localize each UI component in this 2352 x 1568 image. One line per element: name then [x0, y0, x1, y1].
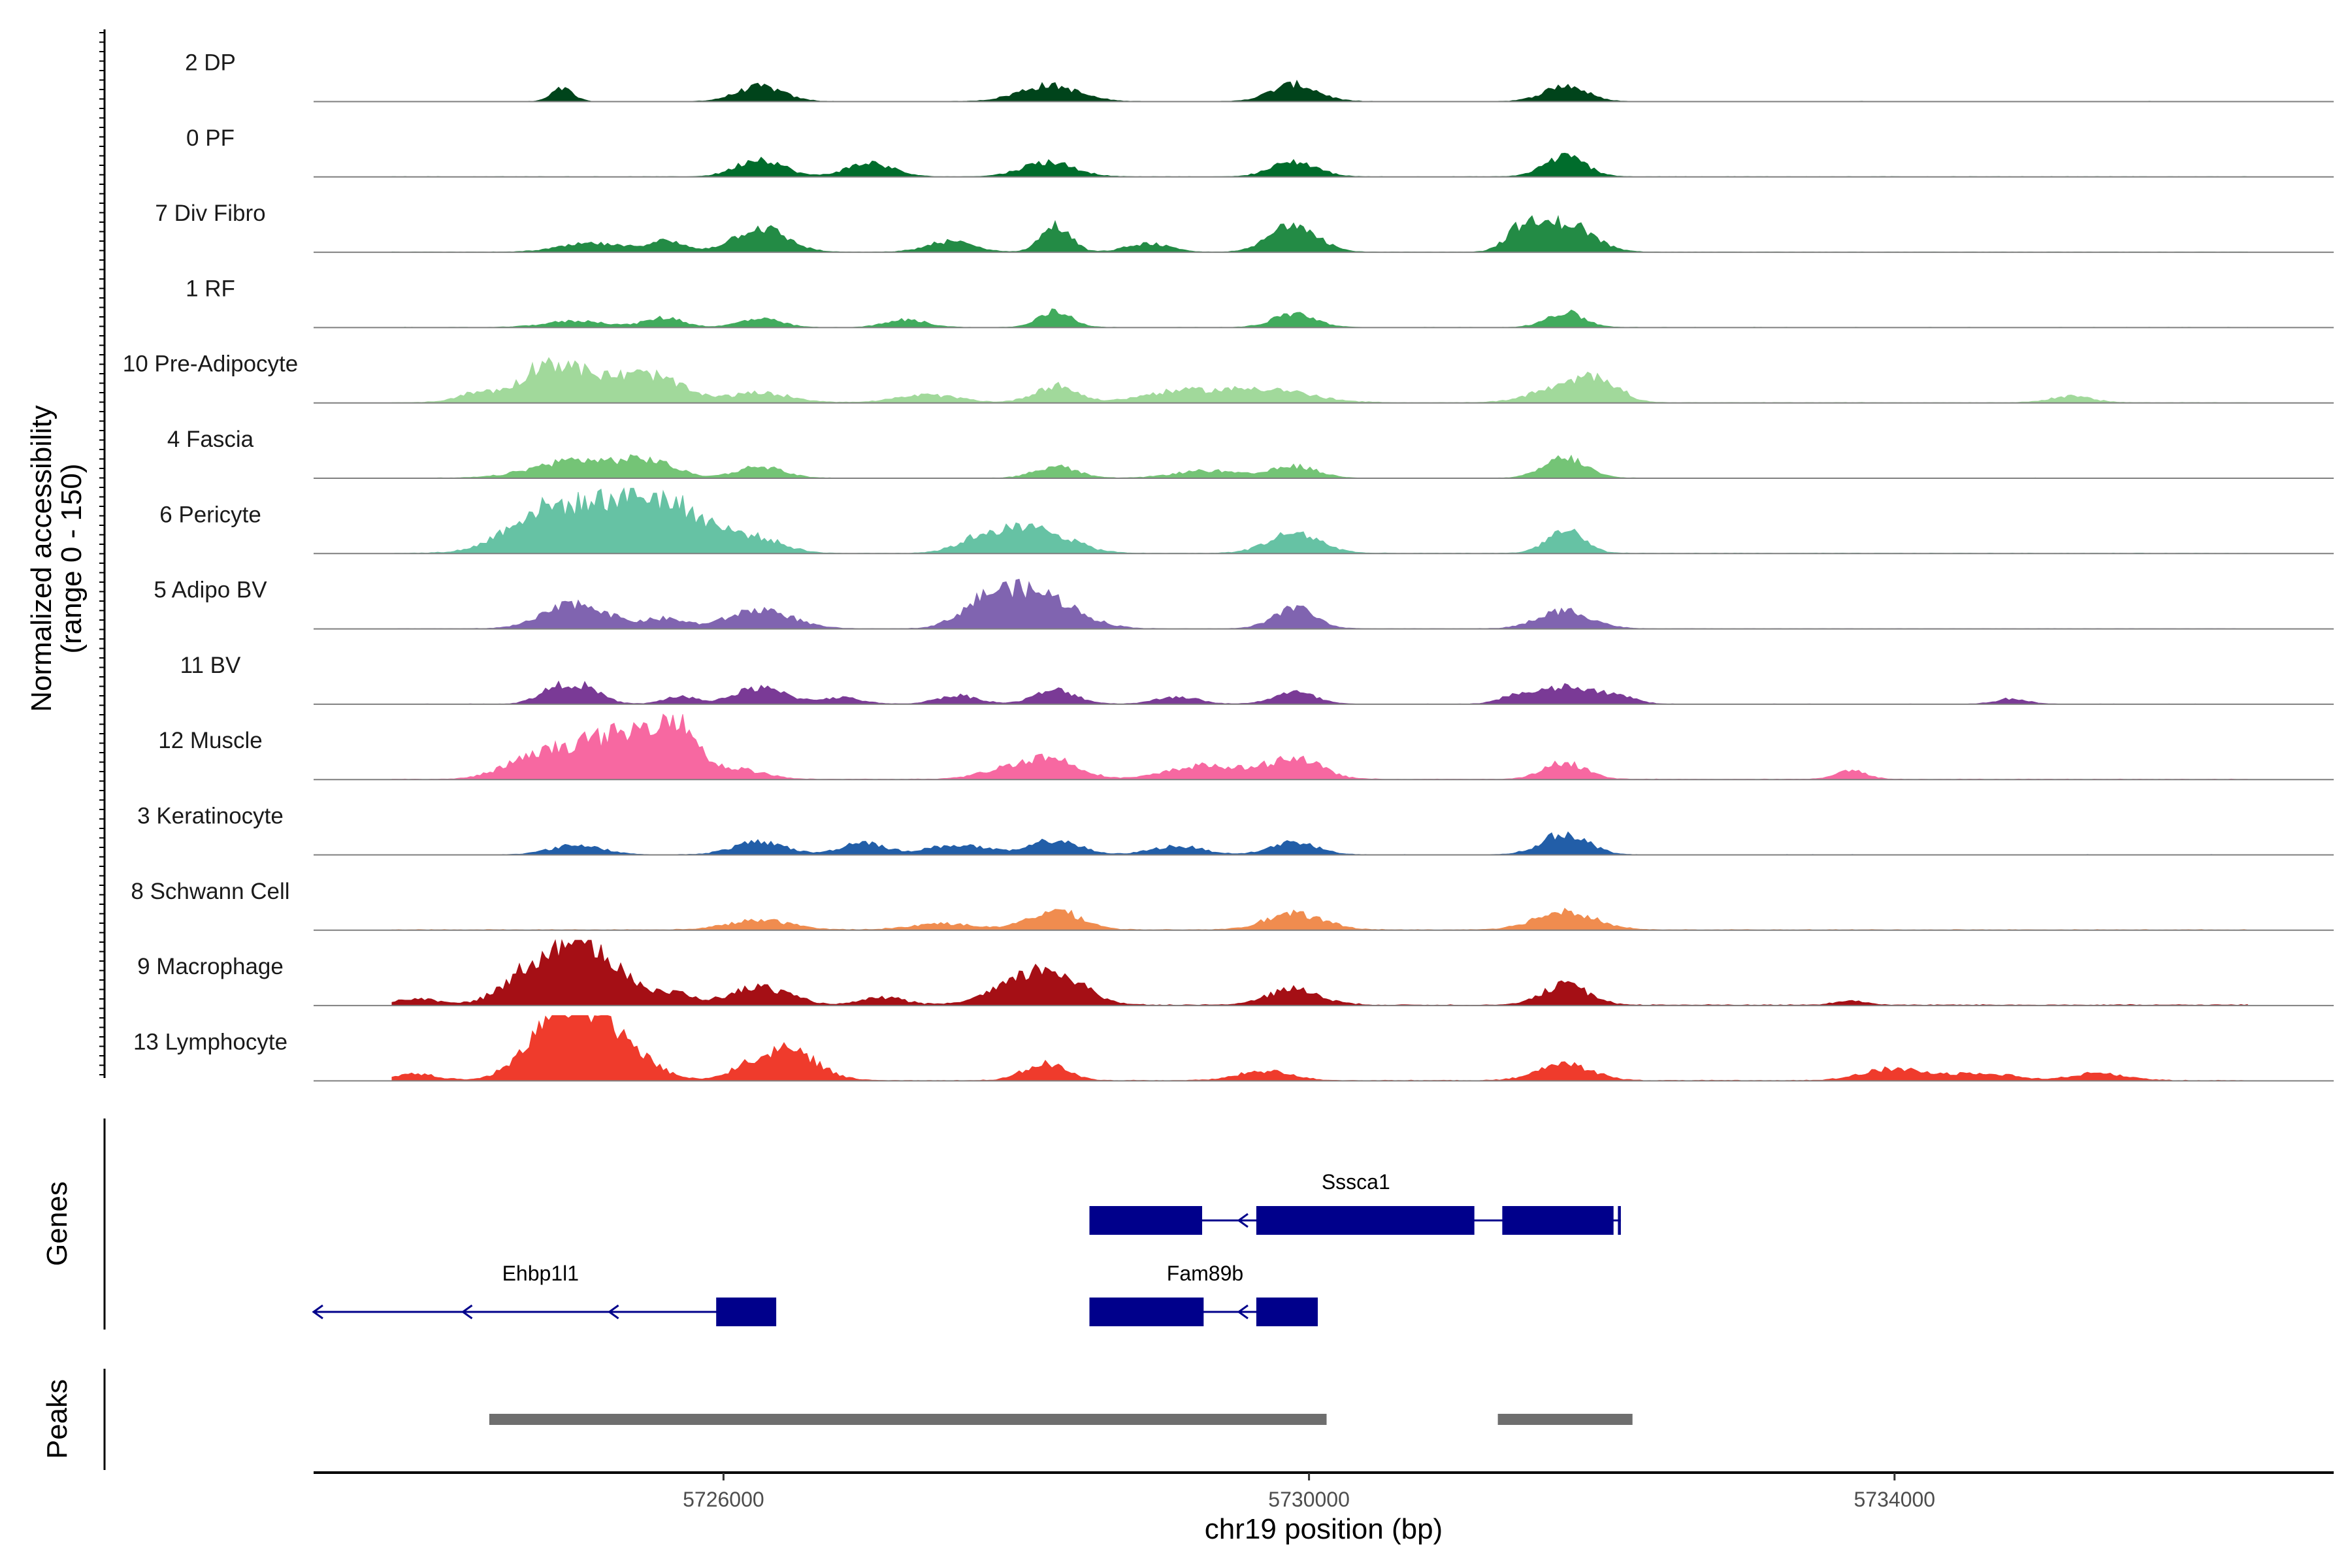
peak-region: [489, 1414, 1327, 1425]
strand-arrow: [312, 1304, 323, 1320]
strand-arrow: [1237, 1213, 1249, 1228]
track-label: 1 RF: [186, 276, 235, 301]
track-label: 13 Lymphocyte: [133, 1029, 287, 1054]
track-2: 0 PF: [186, 125, 2334, 178]
track-6: 4 Fascia: [167, 427, 2334, 479]
track-label: 3 Keratinocyte: [137, 804, 284, 829]
x-tick-label: 5730000: [1268, 1488, 1350, 1511]
track-label: 2 DP: [185, 50, 236, 76]
track-10: 12 Muscle: [158, 713, 2334, 781]
track-5: 10 Pre-Adipocyte: [123, 351, 2334, 404]
peak-region: [1497, 1414, 1633, 1425]
gene-exon: [1618, 1206, 1621, 1235]
gene-label: Sssca1: [1322, 1170, 1390, 1194]
track-8: 5 Adipo BV: [154, 578, 2334, 630]
gene-exon: [1089, 1206, 1202, 1235]
gene-exon: [1089, 1298, 1204, 1326]
gene-exon: [1256, 1206, 1475, 1235]
coverage-tracks: 2 DP 0 PF 7 Div Fibro 1 RF 10 Pre-Adipocyte 4…: [123, 50, 2334, 1082]
track-3: 7 Div Fibro: [155, 201, 2334, 253]
y-axis-title: Normalized accessibility (range 0 - 150): [25, 405, 88, 711]
track-7: 6 Pericyte: [159, 487, 2334, 555]
track-label: 10 Pre-Adipocyte: [123, 351, 298, 377]
y-axis-minor-ticks: [99, 32, 105, 1075]
gene-exon: [716, 1298, 777, 1326]
track-14: 13 Lymphocyte: [133, 1015, 2334, 1082]
x-tick-label: 5726000: [683, 1488, 764, 1511]
genes-panel-label: Genes: [41, 1181, 73, 1266]
track-label: 5 Adipo BV: [154, 578, 267, 603]
track-label: 4 Fascia: [167, 427, 254, 452]
peaks-panel-label: Peaks: [41, 1379, 73, 1459]
x-tick-label: 5734000: [1854, 1488, 1936, 1511]
gene-fam89b: Fam89b: [1089, 1262, 1318, 1326]
track-1: 2 DP: [185, 50, 2334, 103]
gene-exon: [1502, 1206, 1614, 1235]
strand-arrow: [1237, 1304, 1249, 1320]
track-label: 6 Pericyte: [159, 502, 261, 527]
track-label: 9 Macrophage: [137, 954, 284, 979]
strand-arrow: [461, 1304, 473, 1320]
track-label: 0 PF: [186, 125, 235, 151]
track-9: 11 BV: [180, 653, 2334, 705]
track-11: 3 Keratinocyte: [137, 804, 2334, 856]
gene-ehbp1l1: Ehbp1l1: [312, 1262, 777, 1326]
track-4: 1 RF: [186, 276, 2334, 329]
gene-label: Ehbp1l1: [502, 1262, 579, 1285]
coverage-area: [314, 1015, 2248, 1081]
track-13: 9 Macrophage: [137, 939, 2334, 1007]
gene-exon: [1256, 1298, 1318, 1326]
track-label: 8 Schwann Cell: [131, 879, 289, 904]
track-label: 11 BV: [180, 653, 241, 678]
x-axis-title: chr19 position (bp): [1205, 1513, 1443, 1545]
peak-regions: [489, 1414, 1633, 1425]
track-label: 7 Div Fibro: [155, 201, 265, 226]
gene-sssca1: Sssca1: [1089, 1170, 1621, 1235]
gene-label: Fam89b: [1167, 1262, 1243, 1285]
y-axis-title-line1: Normalized accessibility: [25, 405, 57, 711]
track-12: 8 Schwann Cell: [131, 879, 2334, 931]
x-axis-ticks: 5726000 5730000 5734000: [683, 1473, 1935, 1511]
strand-arrow: [608, 1304, 619, 1320]
y-axis-title-line2: (range 0 - 150): [56, 463, 88, 653]
gene-annotations: Sssca1 Ehbp1l1 Fam89b: [312, 1170, 1621, 1326]
track-label: 12 Muscle: [158, 728, 263, 753]
